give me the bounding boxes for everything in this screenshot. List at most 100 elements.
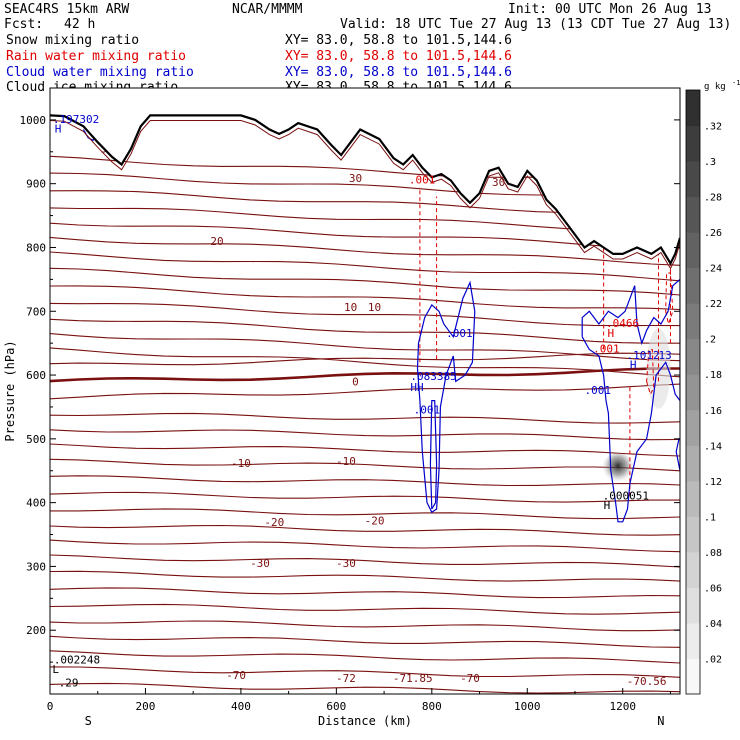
colorbar-segment: [686, 232, 700, 269]
field-name-rain: Rain water mixing ratio: [6, 49, 187, 64]
isotherm-label: -20: [264, 516, 284, 529]
isotherm-line: [50, 251, 680, 282]
x-tick-label: 600: [326, 700, 346, 713]
near-surface-isotherm: [50, 120, 680, 270]
cloud-ice-plume: [601, 453, 634, 486]
terrain-line: [50, 114, 680, 266]
endpoint-right-label: N: [657, 714, 664, 728]
colorbar-tick-label: .06: [704, 583, 722, 594]
field-annotation: .1012: [627, 349, 660, 362]
colorbar-segment: [686, 587, 700, 624]
isotherm-line: [50, 539, 680, 553]
isotherm-line: [50, 635, 680, 648]
isotherm-label: 10: [344, 301, 357, 314]
field-xy-rain: XY= 83.0, 58.8 to 101.5,144.6: [285, 49, 512, 64]
isotherm-line: [50, 650, 680, 664]
x-tick-label: 1200: [609, 700, 636, 713]
field-annotation: .001: [409, 174, 436, 187]
plot-area: -70 -72 -71.85 -70 -70.56 -30 -30 -20 -20 -10 -10 0…: [50, 88, 680, 694]
colorbar-tick-label: .22: [704, 299, 722, 310]
isotherm-line: [50, 222, 680, 249]
colorbar-segment: [686, 161, 700, 198]
isotherm-label: -70: [226, 669, 246, 682]
field-annotation: .29: [59, 676, 79, 689]
isotherm-label: 30: [492, 176, 505, 189]
cloud-ice-plume-secondary: [646, 328, 671, 409]
field-annotation: H: [630, 359, 637, 372]
colorbar-frame: [685, 89, 701, 695]
colorbar-segment: [686, 196, 700, 233]
field-annotation: L: [52, 663, 59, 676]
field-annotation: .000051: [603, 489, 649, 502]
forecast-hour: 42 h: [64, 17, 96, 32]
valid-time: Valid: 18 UTC Tue 27 Aug 13 (13 CDT Tue …: [340, 17, 732, 32]
cloud-water-contour: [429, 400, 438, 510]
isotherm-label: 0: [352, 375, 359, 388]
organization-label: NCAR/MMMM: [232, 2, 303, 17]
y-tick-label: 800: [26, 241, 46, 254]
colorbar-tick-label: .1: [704, 512, 716, 523]
colorbar-segment: [686, 303, 700, 340]
y-tick-label: 900: [26, 178, 46, 191]
colorbar-tick-label: .18: [704, 370, 722, 381]
isotherm-label: -71.85: [393, 672, 433, 685]
isotherm-line: [50, 508, 680, 520]
colorbar-tick-label: .24: [704, 264, 722, 275]
isotherm-line: [50, 302, 680, 327]
colorbar-segment: [686, 374, 700, 411]
colorbar-tick-label: .08: [704, 548, 722, 559]
isotherm-line: [50, 458, 680, 472]
colorbar: .02 .04 .06 .08 .1 .12 .14 .16 .18 .2 .22 .24 .26 .28…: [685, 79, 740, 695]
x-tick-label: 0: [47, 700, 54, 713]
isotherm-line: [50, 367, 680, 383]
y-tick-label: 1000: [20, 114, 47, 127]
x-tick-label: 800: [422, 700, 442, 713]
colorbar-tick-label: .04: [704, 619, 722, 630]
isotherm-line: [50, 603, 680, 615]
isotherm-line: [50, 587, 680, 599]
terrain-fill: [50, 88, 680, 264]
y-axis-label: Pressure (hPa): [3, 340, 17, 441]
isotherm-line: [50, 682, 680, 694]
isotherm-label: -72: [336, 672, 356, 685]
isotherm-line: [50, 412, 680, 424]
colorbar-unit: g kg: [704, 82, 726, 92]
isotherm-label: -10: [231, 457, 251, 470]
colorbar-segment: [686, 516, 700, 553]
field-annotation: H: [55, 123, 62, 136]
isotherm-line: [50, 285, 680, 311]
isotherm-label: -70.56: [627, 675, 667, 688]
endpoint-left-label: S: [85, 714, 92, 728]
isotherm-label: 10: [368, 301, 381, 314]
isotherm-line: [50, 383, 680, 400]
isotherm-line: [50, 570, 680, 582]
field-annotation: .197302: [53, 113, 99, 126]
y-tick-label: 300: [26, 560, 46, 573]
y-tick-label: 200: [26, 624, 46, 637]
colorbar-segment: [686, 90, 700, 127]
forecast-label: Fcst:: [4, 17, 44, 32]
isotherm-label: -30: [250, 557, 270, 570]
colorbar-segment: [686, 658, 700, 695]
colorbar-tick-label: .14: [704, 441, 722, 452]
colorbar-segment: [686, 480, 700, 517]
colorbar-segment: [686, 409, 700, 446]
colorbar-tick-label: .26: [704, 228, 722, 239]
colorbar-unit-exponent: -1: [732, 79, 740, 87]
y-tick-label: 700: [26, 305, 46, 318]
colorbar-tick-label: .02: [704, 654, 722, 665]
colorbar-tick-label: .28: [704, 193, 722, 204]
field-annotation: .002248: [54, 653, 100, 666]
field-xy-snow: XY= 83.0, 58.8 to 101.5,144.6: [285, 33, 512, 48]
field-annotation: .083385: [410, 370, 456, 383]
isotherm-line: [50, 318, 680, 344]
y-tick-label: 600: [26, 369, 46, 382]
field-annotation: H: [604, 499, 611, 512]
field-annotation: HH: [410, 381, 423, 394]
colorbar-segment: [686, 551, 700, 588]
colorbar-tick-label: .3: [704, 157, 716, 168]
isotherm-label: 30: [349, 172, 362, 185]
field-annotation: .001: [414, 403, 441, 416]
isotherm-line: [50, 666, 680, 678]
